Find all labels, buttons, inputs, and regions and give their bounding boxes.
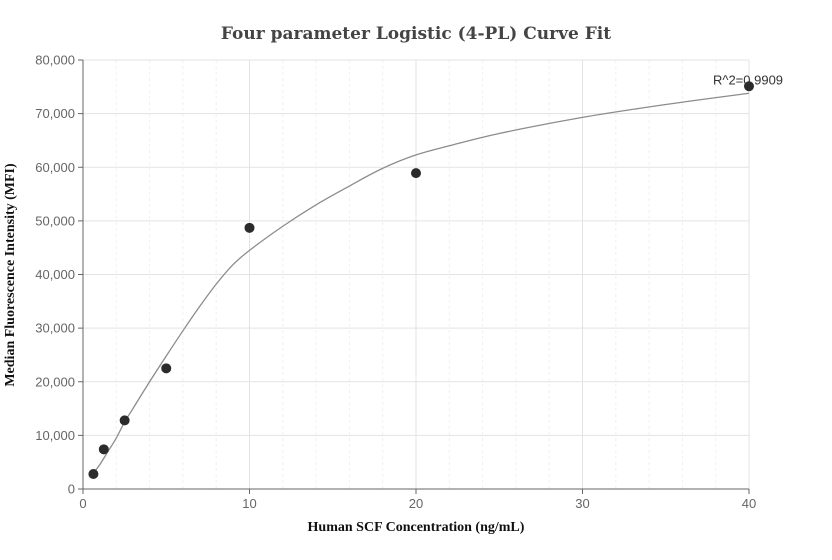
- y-tick-label: 70,000: [35, 106, 75, 121]
- data-point: [744, 81, 754, 92]
- x-axis-title: Human SCF Concentration (ng/mL): [308, 520, 525, 535]
- y-tick-label: 10,000: [35, 428, 75, 443]
- axes: [78, 59, 750, 494]
- fit-curve-layer: [92, 92, 750, 474]
- data-points: [88, 81, 754, 479]
- y-tick-label: 0: [68, 482, 75, 497]
- fit-curve: [92, 92, 750, 474]
- chart-title: Four parameter Logistic (4-PL) Curve Fit: [221, 24, 611, 44]
- y-axis-title: Median Fluorescence Intensity (MFI): [3, 163, 18, 387]
- tick-labels: 0 10 20 30 40 0 10,000 20,000 30,000 40,000 50,000…: [35, 53, 756, 512]
- y-tick-label: 60,000: [35, 160, 75, 175]
- y-tick-label: 40,000: [35, 267, 75, 282]
- y-tick-label: 80,000: [35, 53, 75, 68]
- data-point: [244, 222, 255, 233]
- data-point: [119, 415, 130, 426]
- x-tick-label: 10: [242, 496, 256, 511]
- x-tick-label: 20: [409, 496, 423, 511]
- y-tick-label: 50,000: [35, 213, 75, 228]
- x-tick-label: 0: [79, 496, 86, 511]
- x-tick-label: 30: [575, 496, 589, 511]
- r-squared-annotation: R^2=0.9909: [713, 72, 783, 87]
- data-point: [98, 444, 109, 455]
- data-point: [161, 363, 172, 374]
- y-tick-label: 20,000: [35, 374, 75, 389]
- y-tick-label: 30,000: [35, 321, 75, 336]
- x-tick-label: 40: [742, 496, 756, 511]
- data-point: [411, 168, 421, 179]
- grid: [83, 59, 750, 489]
- data-point: [88, 468, 99, 479]
